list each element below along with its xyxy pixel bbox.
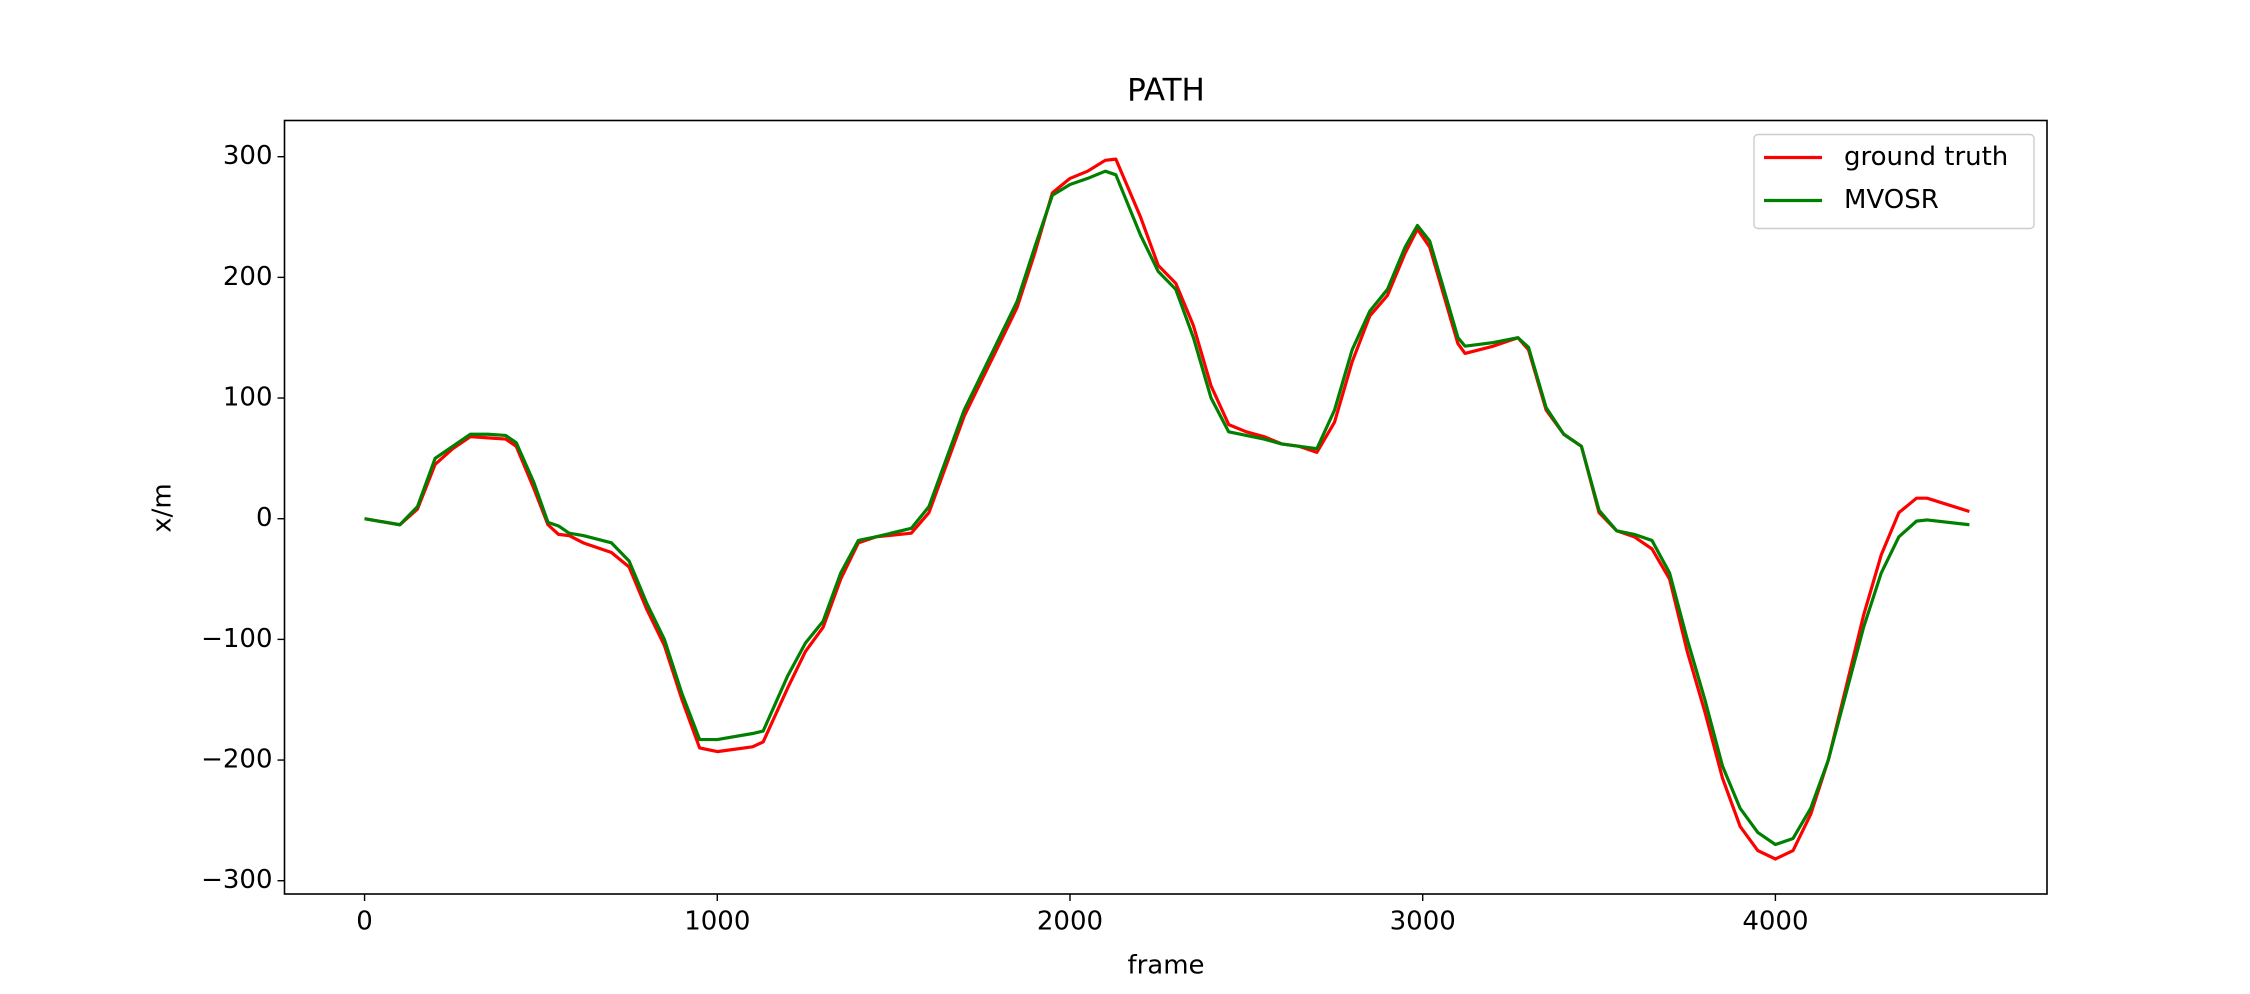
y-tick-label: 0 [256,503,273,533]
x-tick-label: 4000 [1742,907,1808,937]
legend-label: MVOSR [1844,185,1939,215]
data-line [364,169,1970,847]
x-tick-label: 1000 [684,907,750,937]
x-tick-label: 3000 [1390,907,1456,937]
x-tick-label: 2000 [1037,907,1103,937]
y-tick-label: 200 [223,262,273,292]
x-tick-label: 0 [356,907,373,937]
x-axis-label: frame [1127,951,1204,981]
legend-label: ground truth [1844,142,2008,172]
y-tick-label: −100 [201,624,272,654]
y-tick-label: 100 [223,383,273,413]
chart-title: PATH [1127,73,1205,109]
data-line [364,157,1970,861]
legend-box [1753,133,2035,230]
y-tick-label: −300 [201,865,272,895]
y-tick-label: 300 [223,141,273,171]
plot-frame [283,119,2048,895]
y-tick-label: −200 [201,745,272,775]
y-axis-label: x/m [148,483,178,532]
